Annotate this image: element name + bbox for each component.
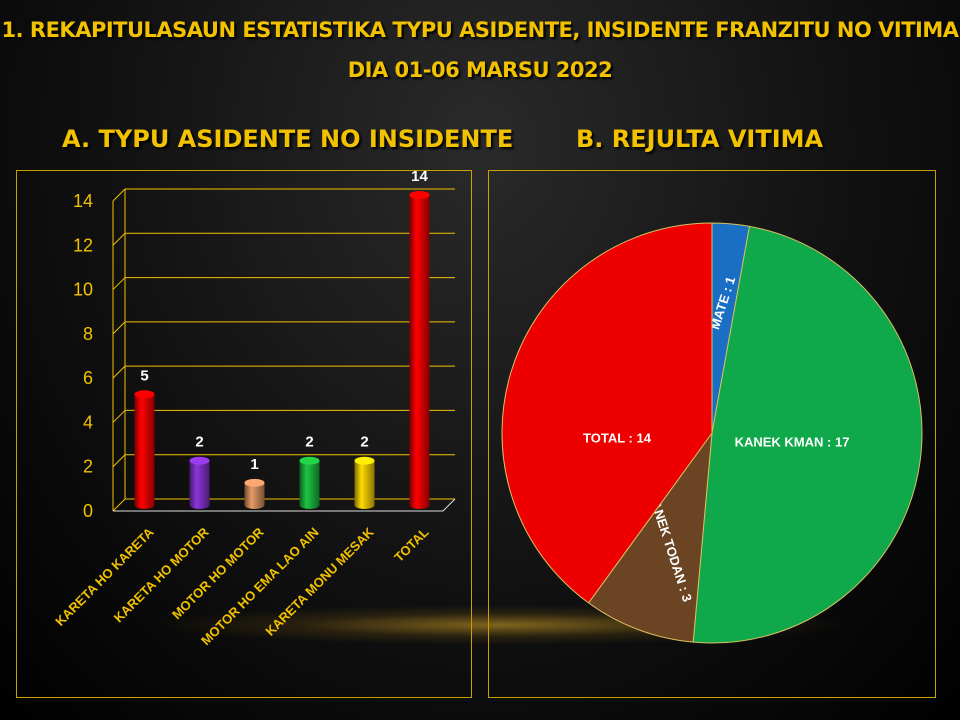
category-label: KARETA HO KARETA (52, 524, 157, 629)
grid-line-diag (112, 498, 126, 512)
grid-line-diag (112, 365, 126, 379)
main-title-line2: DIA 01-06 MARSU 2022 (347, 58, 613, 82)
bars (134, 191, 430, 509)
grid-line-diag (112, 321, 126, 335)
pie-chart-panel: MATE : 1 KANEK KMAN : 17 KANEK TODAN : 3 TO… (488, 170, 936, 698)
floor-edge (113, 498, 456, 512)
bar-1 (189, 456, 210, 509)
bar-5 (409, 191, 430, 509)
bar-body (134, 394, 155, 509)
bar-3 (299, 456, 320, 509)
bar-0 (134, 390, 155, 509)
category-label: KARETA MONU MESAK (262, 524, 377, 639)
bar-top (189, 456, 210, 465)
data-label: 1 (250, 456, 258, 473)
data-label: 2 (360, 434, 368, 451)
main-title-line1: 1. REKAPITULASAUN ESTATISTIKA TYPU ASIDE… (1, 18, 959, 42)
data-label: 2 (195, 434, 203, 451)
section-b-title: B. REJULTA VITIMA (576, 125, 824, 153)
grid-lines (112, 188, 455, 512)
bar-body (299, 460, 320, 509)
pie-label: KANEK KMAN : 17 (735, 434, 850, 449)
pie-slice (692, 225, 923, 644)
y-tick-label: 10 (73, 280, 93, 300)
bar-body (244, 482, 265, 509)
bar-4 (354, 456, 375, 509)
data-label: 14 (411, 171, 428, 185)
y-tick-label: 6 (83, 368, 93, 388)
pie-slice (587, 431, 713, 643)
category-label: TOTAL (391, 524, 431, 564)
bar-top (244, 478, 265, 487)
pie-slice (501, 222, 713, 604)
bar-top (134, 390, 155, 399)
section-a-title: A. TYPU ASIDENTE NO INSIDENTE (62, 125, 514, 153)
grid-line-diag (112, 454, 126, 468)
bar-body (354, 460, 375, 509)
bar-chart-panel: 0 2 4 6 8 10 12 14 5 KARETA HO KARETA 2 KARETA HO M… (16, 168, 472, 698)
y-tick-label: 8 (83, 324, 93, 344)
y-tick-label: 0 (83, 501, 93, 521)
y-tick-label: 12 (73, 235, 93, 255)
grid-line-diag (112, 232, 126, 246)
bar-top (354, 456, 375, 465)
data-label: 2 (305, 434, 313, 451)
data-label: 5 (140, 367, 148, 384)
y-tick-label: 14 (73, 191, 93, 211)
bar-top (409, 191, 430, 199)
category-label: KARETA HO MOTOR (111, 524, 212, 625)
bar-2 (244, 478, 265, 509)
y-tick-label: 2 (83, 457, 93, 477)
grid-line-diag (112, 277, 126, 290)
bar-body (409, 195, 430, 509)
grid-line-diag (112, 188, 126, 202)
y-tick-label: 4 (83, 412, 93, 432)
bar-top (299, 456, 320, 465)
bar-body (189, 460, 210, 509)
category-label: MOTOR HO MOTOR (169, 524, 267, 622)
pie-label: TOTAL : 14 (583, 430, 652, 445)
grid-line-diag (112, 410, 126, 423)
